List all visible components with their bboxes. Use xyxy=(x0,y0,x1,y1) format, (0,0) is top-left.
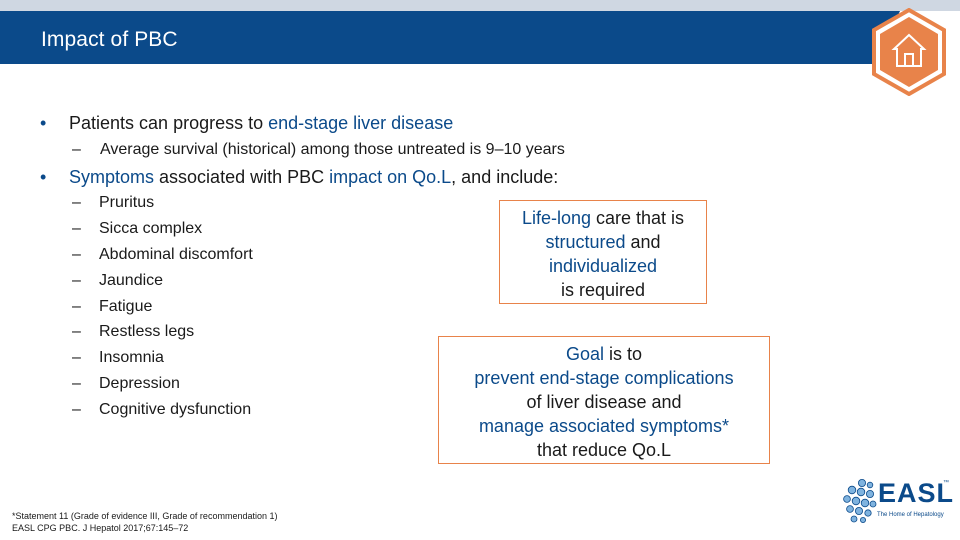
goal-callout-line5: that reduce Qo.L xyxy=(536,440,672,460)
goal-callout-box: Goal is to prevent end-stage complicatio… xyxy=(438,336,770,464)
symptom-label: Restless legs xyxy=(99,323,195,341)
care-callout-line1-rest: care that is xyxy=(591,208,685,228)
care-callout-line2-rest: and xyxy=(625,232,661,252)
goal-callout-line1-rest: is to xyxy=(604,344,643,364)
symptom-dash: – xyxy=(72,323,81,341)
symptom-label: Cognitive dysfunction xyxy=(99,401,252,419)
footnote: *Statement 11 (Grade of evidence III, Gr… xyxy=(12,511,277,534)
house-icon xyxy=(872,7,946,97)
symptom-dash: – xyxy=(72,401,81,419)
care-callout-line2-highlight: structured xyxy=(545,232,626,252)
symptom-label: Depression xyxy=(99,375,180,393)
symptom-dash: – xyxy=(72,297,81,315)
care-callout-line4: is required xyxy=(560,280,646,300)
symptom-dash: – xyxy=(72,271,81,289)
bullet-dot: • xyxy=(40,113,47,133)
bullet-progression-highlight: end-stage liver disease xyxy=(268,113,454,133)
title-bar-shape xyxy=(0,0,960,64)
bullet-dot: • xyxy=(40,167,47,187)
care-callout-line1: Life-long care that is xyxy=(500,206,706,230)
symptom-label: Fatigue xyxy=(99,297,153,315)
goal-callout-line3: of liver disease and xyxy=(526,392,682,412)
logo-trademark: ™ xyxy=(943,480,949,486)
bullet-symptoms-post: , and include: xyxy=(451,167,559,187)
symptom-dash: – xyxy=(72,349,81,367)
dot-cluster-icon xyxy=(843,479,877,524)
bullet-symptoms-h1: Symptoms xyxy=(69,167,155,187)
symptom-dash: – xyxy=(72,194,81,211)
footnote-reference: EASL CPG PBC. J Hepatol 2017;67:145–72 xyxy=(12,522,189,533)
logo-tagline: The Home of Hepatology xyxy=(877,512,944,518)
bullet-symptoms-mid: associated with PBC xyxy=(154,167,330,187)
symptom-label: Jaundice xyxy=(99,271,164,289)
symptom-label: Abdominal discomfort xyxy=(99,245,253,263)
slide-title: Impact of PBC xyxy=(41,28,178,51)
care-callout-box: Life-long care that is structured and in… xyxy=(499,200,707,304)
footnote-statement: *Statement 11 (Grade of evidence III, Gr… xyxy=(12,511,278,521)
care-callout-line3: individualized xyxy=(548,256,658,276)
symptom-dash: – xyxy=(72,219,81,237)
symptom-dash: – xyxy=(72,245,81,263)
goal-callout-line1-highlight: Goal xyxy=(565,344,604,364)
bullet-progression-text: Patients can progress to end-stage liver… xyxy=(69,113,453,134)
symptom-label: Pruritus xyxy=(99,194,155,211)
bullet-symptoms-text: Symptoms associated with PBC impact on Q… xyxy=(69,167,558,188)
goal-callout-line1: Goal is to xyxy=(439,342,769,366)
care-callout-line2: structured and xyxy=(500,230,706,254)
symptom-label: Insomnia xyxy=(99,349,164,367)
sub-bullet-survival-text: Average survival (historical) among thos… xyxy=(100,141,565,158)
home-button[interactable] xyxy=(871,7,947,97)
logo-wordmark: EASL xyxy=(878,478,955,508)
bullet-symptoms-h2: impact on Qo.L xyxy=(329,167,452,187)
goal-callout-line2: prevent end-stage complications xyxy=(474,368,734,388)
symptom-dash: – xyxy=(72,375,81,393)
sub-bullet-dash: – xyxy=(72,141,81,158)
goal-callout-line4: manage associated symptoms* xyxy=(478,416,730,436)
easl-logo: EASL ™ The Home of Hepatology xyxy=(842,476,955,528)
symptom-label: Sicca complex xyxy=(99,219,203,237)
title-bar: Impact of PBC xyxy=(0,0,960,80)
bullet-progression-pre: Patients can progress to xyxy=(69,113,269,133)
care-callout-line1-highlight: Life-long xyxy=(521,208,591,228)
